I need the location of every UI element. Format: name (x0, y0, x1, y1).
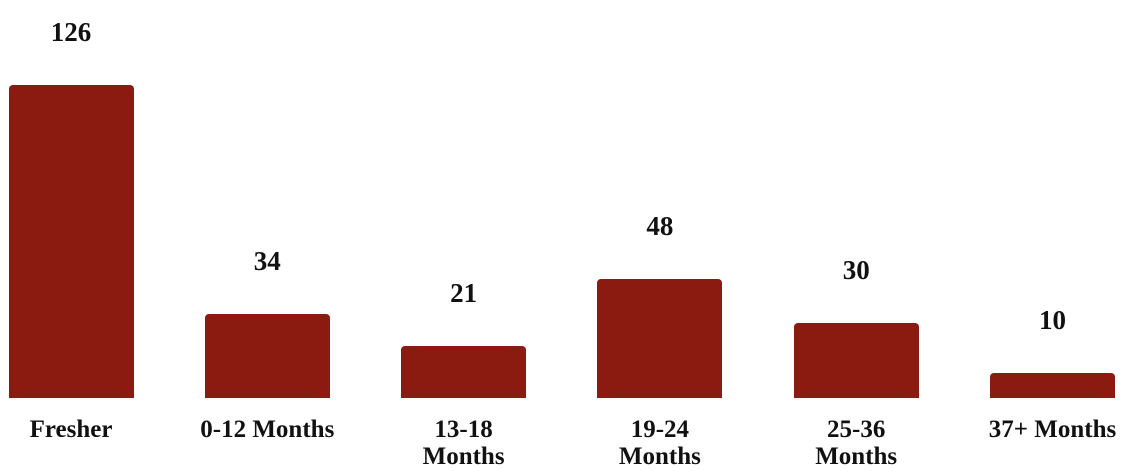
value-label: 34 (253, 245, 281, 276)
x-tick-label: 25-36 Months (815, 416, 898, 470)
x-tick-label: Fresher (29, 416, 113, 443)
x-tick-label: 0-12 Months (200, 416, 335, 443)
value-label: 126 (50, 17, 92, 47)
bar (793, 323, 919, 398)
x-tick-label: 37+ Months (988, 416, 1117, 443)
x-tick-label: 13-18 Months (422, 416, 505, 470)
bar (204, 313, 330, 398)
x-tick-label: 19-24 Months (618, 416, 701, 470)
value-label: 10 (1039, 305, 1066, 336)
bar (990, 373, 1115, 398)
bar (8, 85, 134, 398)
bar (597, 278, 723, 398)
value-label: 48 (646, 210, 674, 241)
value-label: 30 (842, 255, 870, 286)
bar (401, 345, 527, 398)
value-label: 21 (450, 277, 478, 308)
